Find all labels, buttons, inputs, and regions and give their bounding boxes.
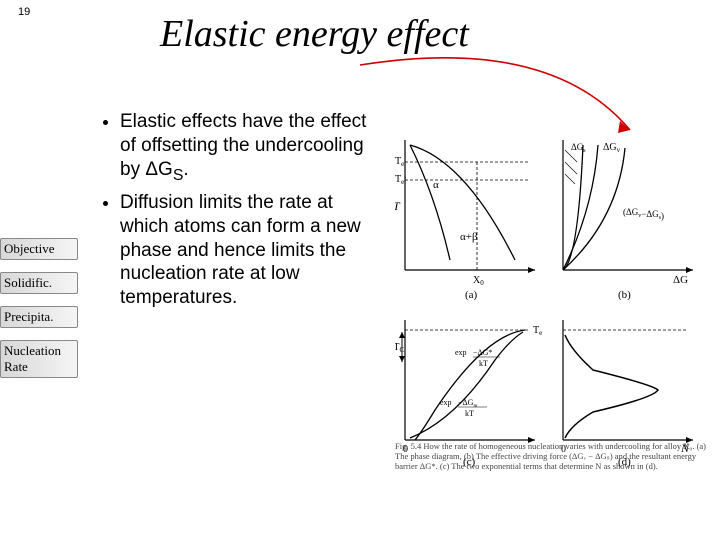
bullet-list: Elastic effects have the effect of offse… [100, 110, 370, 316]
svg-text:kT: kT [465, 409, 474, 418]
figure-panels: Te Te′ α α+β T X0 (a) ΔGv ΔGs (ΔGv−ΔGs) … [395, 110, 705, 490]
svg-text:ΔG: ΔG [673, 274, 688, 286]
svg-text:α: α [433, 179, 439, 191]
bullet-2: Diffusion limits the rate at which atoms… [120, 191, 370, 310]
svg-text:kT: kT [479, 359, 488, 368]
nav-sidebar: Objective Solidific. Precipita. Nucleati… [0, 238, 78, 390]
slide-number: 19 [18, 6, 30, 18]
nav-nucleation-rate[interactable]: Nucleation Rate [0, 340, 78, 378]
svg-text:X0: X0 [473, 275, 484, 287]
svg-text:−ΔGm: −ΔGm [458, 398, 477, 409]
nav-precipita[interactable]: Precipita. [0, 306, 78, 328]
svg-text:(b): (b) [618, 289, 631, 301]
figure-caption: Fig. 5.4 How the rate of homogeneous nuc… [395, 442, 713, 471]
svg-text:Te: Te [533, 325, 542, 337]
svg-text:−ΔG*: −ΔG* [473, 348, 492, 357]
svg-text:α+β: α+β [460, 231, 478, 243]
bullet-1: Elastic effects have the effect of offse… [120, 110, 370, 185]
nav-solidific[interactable]: Solidific. [0, 272, 78, 294]
svg-text:exp: exp [455, 348, 467, 357]
svg-text:exp: exp [440, 398, 452, 407]
svg-text:Te′: Te′ [395, 174, 406, 187]
page-title: Elastic energy effect [160, 12, 469, 56]
svg-text:ΔGs: ΔGs [571, 142, 586, 154]
svg-text:ΔGv: ΔGv [603, 142, 621, 154]
svg-text:(a): (a) [465, 289, 478, 301]
svg-text:ΔTC: ΔTC [395, 342, 405, 354]
svg-text:Te: Te [395, 156, 404, 168]
svg-text:(ΔGv−ΔGs): (ΔGv−ΔGs) [623, 207, 664, 221]
svg-text:T: T [395, 199, 401, 213]
nav-objective[interactable]: Objective [0, 238, 78, 260]
